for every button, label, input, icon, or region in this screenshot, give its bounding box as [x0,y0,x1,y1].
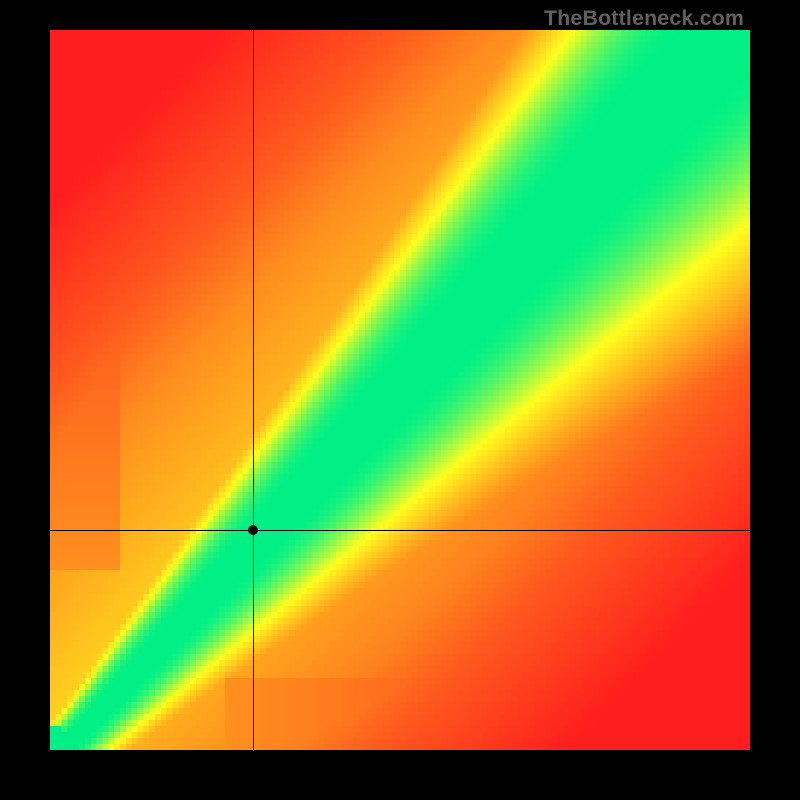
crosshair-horizontal [50,530,750,531]
crosshair-vertical [253,30,254,750]
heatmap-canvas [50,30,750,750]
marker-point [248,525,258,535]
watermark-text: TheBottleneck.com [544,6,744,31]
heatmap-plot-area [50,30,750,750]
